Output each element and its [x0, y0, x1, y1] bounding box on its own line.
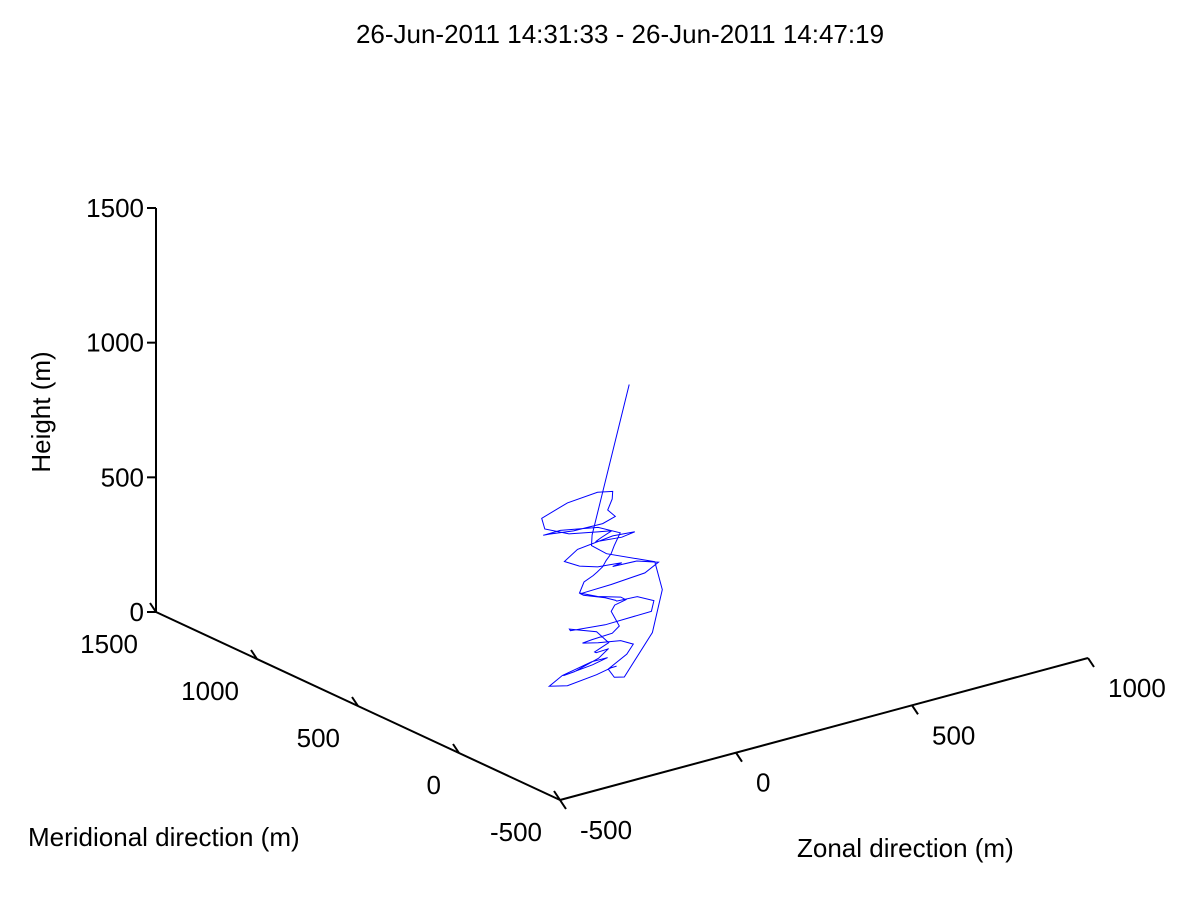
x-tick-mark — [559, 799, 567, 810]
x-tick-label: -500 — [580, 815, 632, 845]
y-tick-mark — [452, 743, 460, 754]
x-tick-label: 0 — [756, 768, 770, 798]
z-axis-label: Height (m) — [26, 351, 56, 472]
y-tick-label: -500 — [490, 817, 542, 847]
y-tick-label: 1500 — [80, 629, 138, 659]
z-tick-label: 500 — [101, 462, 144, 492]
y-tick-mark — [553, 790, 561, 801]
x-tick-label: 500 — [932, 720, 975, 750]
y-axis-label: Meridional direction (m) — [28, 822, 300, 852]
z-tick-label: 1500 — [86, 193, 144, 223]
x-tick-mark — [1087, 657, 1095, 668]
series-group — [541, 384, 663, 687]
y-tick-label: 0 — [427, 770, 441, 800]
axes — [155, 208, 1089, 801]
x-tick-mark — [735, 752, 743, 763]
y-tick-mark — [351, 696, 359, 707]
x-tick-label: 1000 — [1108, 673, 1166, 703]
axis-labels: Height (m) Meridional direction (m) Zona… — [26, 351, 1014, 863]
trajectory-line — [541, 384, 663, 687]
y-tick-label: 1000 — [181, 676, 239, 706]
y-tick-label: 500 — [297, 723, 340, 753]
z-tick-label: 1000 — [86, 328, 144, 358]
y-tick-mark — [250, 649, 258, 660]
x-axis-label: Zonal direction (m) — [797, 833, 1014, 863]
z-tick-label: 0 — [130, 597, 144, 627]
zonal-axis-line — [559, 657, 1089, 801]
y-tick-mark — [149, 602, 157, 613]
chart-title: 26-Jun-2011 14:31:33 - 26-Jun-2011 14:47… — [356, 19, 884, 49]
tick-group: 0 500 1000 1500 -500 0 500 1000 1500 -500 0 500 1000 — [80, 193, 1166, 847]
x-tick-mark — [911, 704, 919, 715]
